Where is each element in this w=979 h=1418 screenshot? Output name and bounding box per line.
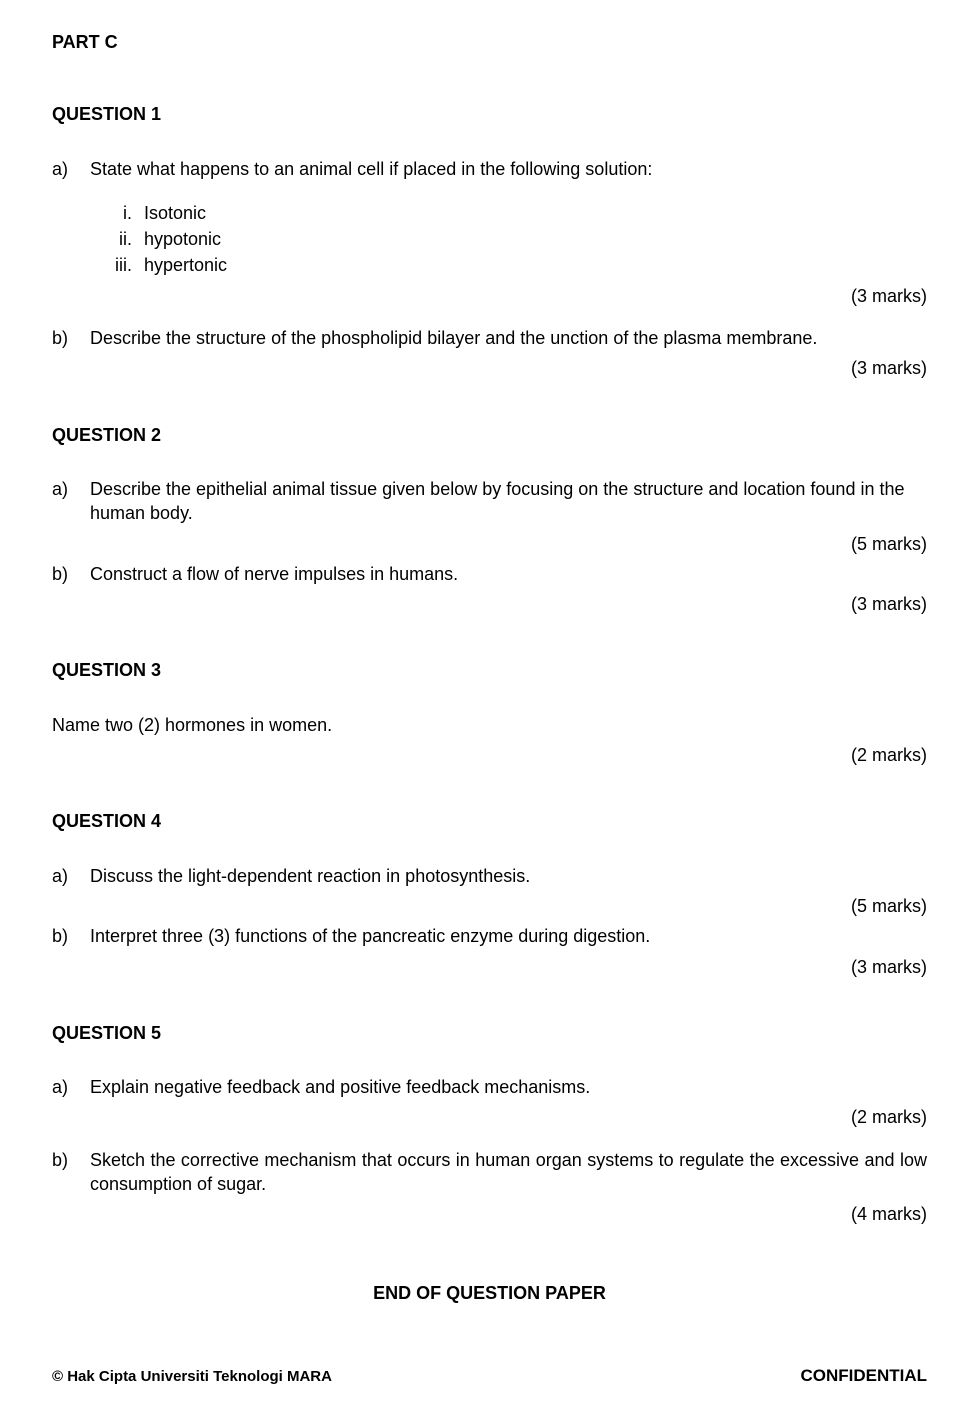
roman-list: i. Isotonic ii. hypotonic iii. hypertoni…	[110, 201, 927, 278]
sub-content: Describe the epithelial animal tissue gi…	[90, 477, 927, 526]
sub-content: Discuss the light-dependent reaction in …	[90, 864, 927, 888]
question-2: QUESTION 2 a) Describe the epithelial an…	[52, 423, 927, 617]
footer-confidential: CONFIDENTIAL	[800, 1365, 927, 1388]
sub-label: b)	[52, 924, 90, 948]
roman-item: i. Isotonic	[110, 201, 927, 225]
sub-label: a)	[52, 1075, 90, 1099]
roman-text: hypotonic	[144, 227, 221, 251]
marks-label: (3 marks)	[52, 284, 927, 308]
sub-content: Construct a flow of nerve impulses in hu…	[90, 562, 927, 586]
footer-copyright: © Hak Cipta Universiti Teknologi MARA	[52, 1367, 332, 1387]
marks-label: (2 marks)	[52, 1105, 927, 1129]
sub-label: b)	[52, 562, 90, 586]
sub-label: b)	[52, 326, 90, 350]
marks-label: (3 marks)	[52, 592, 927, 616]
q3-text: Name two (2) hormones in women.	[52, 713, 927, 737]
marks-label: (4 marks)	[52, 1202, 927, 1226]
question-title: QUESTION 3	[52, 658, 927, 682]
q4-a: a) Discuss the light-dependent reaction …	[52, 864, 927, 888]
roman-item: ii. hypotonic	[110, 227, 927, 251]
roman-text: hypertonic	[144, 253, 227, 277]
q2-b: b) Construct a flow of nerve impulses in…	[52, 562, 927, 586]
q5-a: a) Explain negative feedback and positiv…	[52, 1075, 927, 1099]
sub-content: Explain negative feedback and positive f…	[90, 1075, 927, 1099]
q4-b: b) Interpret three (3) functions of the …	[52, 924, 927, 948]
question-1: QUESTION 1 a) State what happens to an a…	[52, 102, 927, 380]
question-title: QUESTION 4	[52, 809, 927, 833]
sub-content: Describe the structure of the phospholip…	[90, 326, 927, 350]
sub-content: State what happens to an animal cell if …	[90, 157, 927, 181]
question-4: QUESTION 4 a) Discuss the light-dependen…	[52, 809, 927, 978]
question-5: QUESTION 5 a) Explain negative feedback …	[52, 1021, 927, 1227]
q1-b: b) Describe the structure of the phospho…	[52, 326, 927, 350]
sub-content: Interpret three (3) functions of the pan…	[90, 924, 927, 948]
sub-label: b)	[52, 1148, 90, 1197]
part-title: PART C	[52, 30, 927, 54]
q1-a: a) State what happens to an animal cell …	[52, 157, 927, 181]
roman-label: i.	[110, 201, 144, 225]
sub-label: a)	[52, 864, 90, 888]
sub-label: a)	[52, 477, 90, 526]
marks-label: (3 marks)	[52, 356, 927, 380]
footer: © Hak Cipta Universiti Teknologi MARA CO…	[52, 1365, 927, 1388]
q5-b: b) Sketch the corrective mechanism that …	[52, 1148, 927, 1197]
end-of-paper: END OF QUESTION PAPER	[52, 1281, 927, 1305]
roman-text: Isotonic	[144, 201, 206, 225]
question-3: QUESTION 3 Name two (2) hormones in wome…	[52, 658, 927, 767]
roman-label: iii.	[110, 253, 144, 277]
sub-content: Sketch the corrective mechanism that occ…	[90, 1148, 927, 1197]
marks-label: (5 marks)	[52, 894, 927, 918]
marks-label: (2 marks)	[52, 743, 927, 767]
question-title: QUESTION 1	[52, 102, 927, 126]
roman-item: iii. hypertonic	[110, 253, 927, 277]
question-title: QUESTION 5	[52, 1021, 927, 1045]
marks-label: (5 marks)	[52, 532, 927, 556]
roman-label: ii.	[110, 227, 144, 251]
q2-a: a) Describe the epithelial animal tissue…	[52, 477, 927, 526]
question-title: QUESTION 2	[52, 423, 927, 447]
sub-label: a)	[52, 157, 90, 181]
marks-label: (3 marks)	[52, 955, 927, 979]
